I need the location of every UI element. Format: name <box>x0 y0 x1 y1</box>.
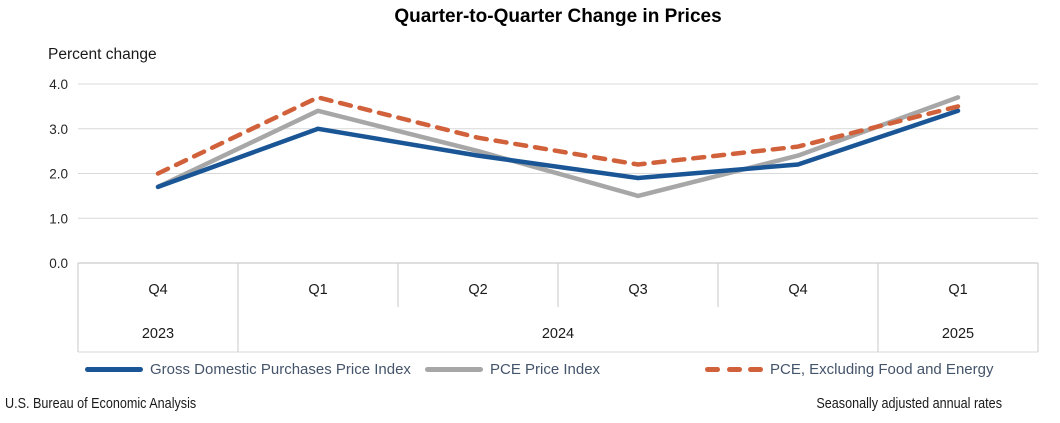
legend-line-swatch-gray <box>425 366 483 372</box>
legend: Gross Domestic Purchases Price Index PCE… <box>0 356 1060 382</box>
y-tick-label: 4.0 <box>49 77 68 92</box>
y-tick-label: 0.0 <box>49 256 68 271</box>
y-tick-label: 3.0 <box>49 122 68 137</box>
x-tick-quarter-label: Q4 <box>788 282 807 298</box>
x-tick-quarter-label: Q1 <box>948 282 967 298</box>
y-axis-title: Percent change <box>48 46 157 63</box>
x-tick-year-label: 2024 <box>542 326 574 342</box>
x-tick-quarter-label: Q3 <box>628 282 647 298</box>
legend-line-swatch-blue <box>85 366 143 372</box>
adjustment-note: Seasonally adjusted annual rates <box>816 395 1002 412</box>
legend-item-pce-price-index: PCE Price Index <box>425 356 600 382</box>
series-line-pce-price-index <box>155 95 961 199</box>
legend-label: Gross Domestic Purchases Price Index <box>150 360 411 378</box>
x-tick-year-label: 2025 <box>942 326 974 342</box>
chart-title: Quarter-to-Quarter Change in Prices <box>394 6 722 27</box>
series-line-pce-excluding-food-energy <box>155 95 961 176</box>
y-tick-label: 1.0 <box>49 211 68 226</box>
legend-item-gross-domestic-purchases: Gross Domestic Purchases Price Index <box>85 356 411 382</box>
x-tick-quarter-label: Q1 <box>308 282 327 298</box>
series-line-gross-domestic-purchases <box>155 108 961 190</box>
legend-label: PCE, Excluding Food and Energy <box>770 360 994 378</box>
x-tick-quarter-label: Q4 <box>148 282 167 298</box>
source-attribution: U.S. Bureau of Economic Analysis <box>5 395 197 412</box>
line-chart-plot-area: 0.0 1.0 2.0 3.0 4.0 Q4 Q1 Q2 Q3 Q4 Q1 2023 2024 2025 <box>49 77 1039 353</box>
legend-dashed-swatch-orange <box>705 366 763 372</box>
x-tick-year-label: 2023 <box>142 326 174 342</box>
legend-item-pce-excluding-food-energy: PCE, Excluding Food and Energy <box>705 356 993 382</box>
legend-label: PCE Price Index <box>490 360 601 378</box>
x-tick-quarter-label: Q2 <box>468 282 487 298</box>
y-tick-label: 2.0 <box>49 167 68 182</box>
